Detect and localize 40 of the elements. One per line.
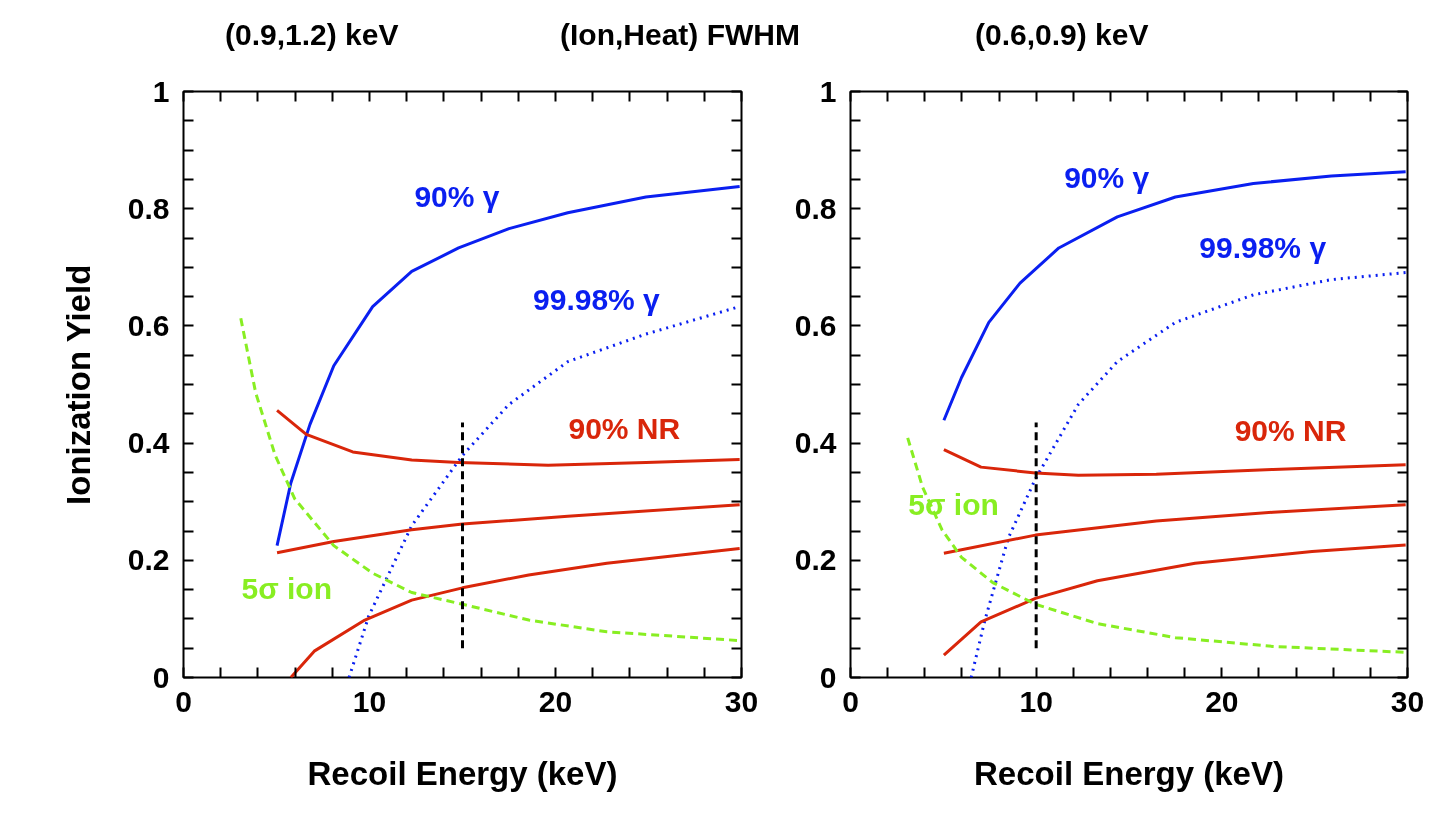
x-tick-label: 30 (724, 684, 759, 718)
y-tick-label: 1 (152, 74, 170, 108)
series-label: 5σ ion (241, 571, 332, 605)
y-tick-label: 0.4 (127, 426, 170, 460)
x-tick-label: 20 (1205, 684, 1239, 718)
x-axis-title: Recoil Energy (keV) (974, 754, 1284, 792)
chart-title: (0.9,1.2) keV (225, 17, 399, 53)
x-axis-title: Recoil Energy (keV) (307, 754, 618, 792)
y-tick-label: 0.2 (794, 543, 837, 577)
y-tick-label: 0 (819, 660, 837, 694)
line-series (275, 184, 742, 548)
x-tick-label: 0 (842, 684, 859, 718)
series-label: 99.98% γ (1199, 231, 1327, 265)
series-label: 90% NR (1234, 413, 1347, 447)
y-tick-label: 0.2 (127, 543, 170, 577)
line-series (289, 547, 742, 678)
line-series (942, 543, 1408, 657)
series-label: 90% NR (568, 411, 681, 445)
x-tick-label: 20 (538, 684, 573, 718)
y-tick-label: 0.8 (127, 191, 170, 225)
series-label: 90% γ (414, 180, 500, 214)
y-tick-label: 0.6 (794, 308, 837, 342)
chart-title: (0.6,0.9) keV (975, 17, 1149, 53)
x-tick-label: 10 (352, 684, 387, 718)
series-label: 99.98% γ (533, 283, 661, 317)
y-tick-label: 0.4 (794, 426, 837, 460)
y-tick-label: 1 (819, 74, 837, 108)
line-series (942, 448, 1408, 477)
y-tick-label: 0 (152, 660, 170, 694)
series-label: 90% γ (1064, 161, 1150, 195)
text: (Ion,Heat) FWHM (560, 17, 800, 53)
x-tick-label: 0 (175, 684, 192, 718)
x-tick-label: 30 (1390, 684, 1425, 718)
line-series (942, 170, 1408, 422)
line-series (275, 408, 742, 467)
x-tick-label: 10 (1019, 684, 1053, 718)
line-series (275, 503, 742, 555)
y-axis-title: Ionization Yield (59, 264, 97, 505)
y-tick-label: 0.8 (794, 191, 837, 225)
y-tick-label: 0.6 (127, 308, 170, 342)
